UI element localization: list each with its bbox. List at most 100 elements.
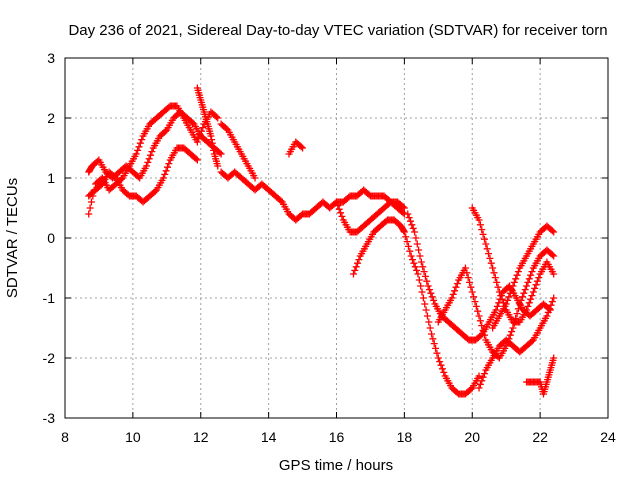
y-tick-label: 1 xyxy=(47,170,55,186)
data-point xyxy=(335,205,343,213)
data-point xyxy=(147,151,155,159)
data-point xyxy=(548,251,556,259)
data-point xyxy=(426,324,434,332)
data-point xyxy=(528,337,536,345)
data-point xyxy=(193,156,201,164)
data-point xyxy=(406,217,414,225)
data-point xyxy=(489,264,497,272)
data-point xyxy=(529,288,537,296)
data-point xyxy=(419,263,427,271)
data-point xyxy=(478,377,486,385)
data-point xyxy=(493,302,501,310)
x-tick-label: 10 xyxy=(125,429,141,445)
data-point xyxy=(550,270,558,278)
data-point xyxy=(163,163,171,171)
data-point xyxy=(416,252,424,260)
data-point xyxy=(193,138,201,146)
data-point xyxy=(405,214,413,222)
y-tick-label: 2 xyxy=(47,110,55,126)
data-point xyxy=(486,254,494,262)
series-track-f xyxy=(217,120,259,182)
data-point xyxy=(490,269,498,277)
data-point xyxy=(413,240,421,248)
data-point xyxy=(550,252,558,260)
data-point xyxy=(351,266,359,274)
data-point xyxy=(433,349,441,357)
data-point xyxy=(355,256,363,264)
data-point xyxy=(413,266,421,274)
data-point xyxy=(523,306,531,314)
data-point xyxy=(399,203,407,211)
data-point xyxy=(162,167,170,175)
data-point xyxy=(428,330,436,338)
data-point xyxy=(421,272,429,280)
data-point xyxy=(438,365,446,373)
data-point xyxy=(451,287,459,295)
y-tick-labels: -3 -2 -1 0 1 2 3 xyxy=(43,50,56,426)
data-point xyxy=(475,216,483,224)
series-track-o xyxy=(523,354,558,398)
data-point xyxy=(411,263,419,271)
data-point xyxy=(452,283,460,291)
data-point xyxy=(520,289,528,297)
data-point xyxy=(430,296,438,304)
data-point xyxy=(472,302,480,310)
data-point xyxy=(85,210,93,218)
y-tick-label: -2 xyxy=(43,350,56,366)
data-point xyxy=(464,274,472,282)
data-point xyxy=(417,282,425,290)
data-point xyxy=(337,209,345,217)
x-tick-label: 18 xyxy=(397,429,413,445)
plot-frame xyxy=(64,57,609,419)
data-point xyxy=(430,340,438,348)
data-point xyxy=(422,306,430,314)
data-point xyxy=(492,306,500,314)
data-point xyxy=(418,288,426,296)
data-point xyxy=(429,335,437,343)
data-point xyxy=(527,271,535,279)
data-point xyxy=(478,322,486,330)
y-tick-label: 3 xyxy=(47,50,55,66)
data-point xyxy=(417,258,425,266)
data-point xyxy=(411,228,419,236)
data-point xyxy=(97,181,105,189)
data-point xyxy=(432,344,440,352)
x-axis-label: GPS time / hours xyxy=(279,457,393,474)
data-point xyxy=(403,238,411,246)
data-point xyxy=(151,187,159,195)
data-point xyxy=(525,275,533,283)
data-point xyxy=(436,358,444,366)
series-track-g xyxy=(285,138,307,158)
data-point xyxy=(404,242,412,250)
data-point xyxy=(546,305,554,313)
data-point xyxy=(468,288,476,296)
data-point xyxy=(479,326,487,334)
data-point xyxy=(400,204,408,212)
data-point xyxy=(516,300,524,308)
data-point xyxy=(513,310,521,318)
data-point xyxy=(138,136,146,144)
y-axis-label: SDTVAR / TECUs xyxy=(4,178,21,298)
data-point xyxy=(502,342,510,350)
data-point xyxy=(506,331,514,339)
data-point xyxy=(502,300,510,308)
data-point xyxy=(400,228,408,236)
data-point xyxy=(506,289,514,297)
data-point xyxy=(214,114,222,122)
data-point xyxy=(415,276,423,284)
data-point xyxy=(509,324,517,332)
data-point xyxy=(428,293,436,301)
data-point xyxy=(550,354,558,362)
data-point xyxy=(494,283,502,291)
data-point xyxy=(86,204,94,212)
data-point xyxy=(148,148,156,156)
data-point xyxy=(533,277,541,285)
series-track-h xyxy=(333,198,408,236)
data-point xyxy=(514,268,522,276)
data-point xyxy=(420,268,428,276)
data-point xyxy=(482,240,490,248)
data-point xyxy=(524,278,532,286)
series-track-k xyxy=(434,246,558,362)
data-point xyxy=(467,385,475,393)
data-point xyxy=(338,212,346,220)
